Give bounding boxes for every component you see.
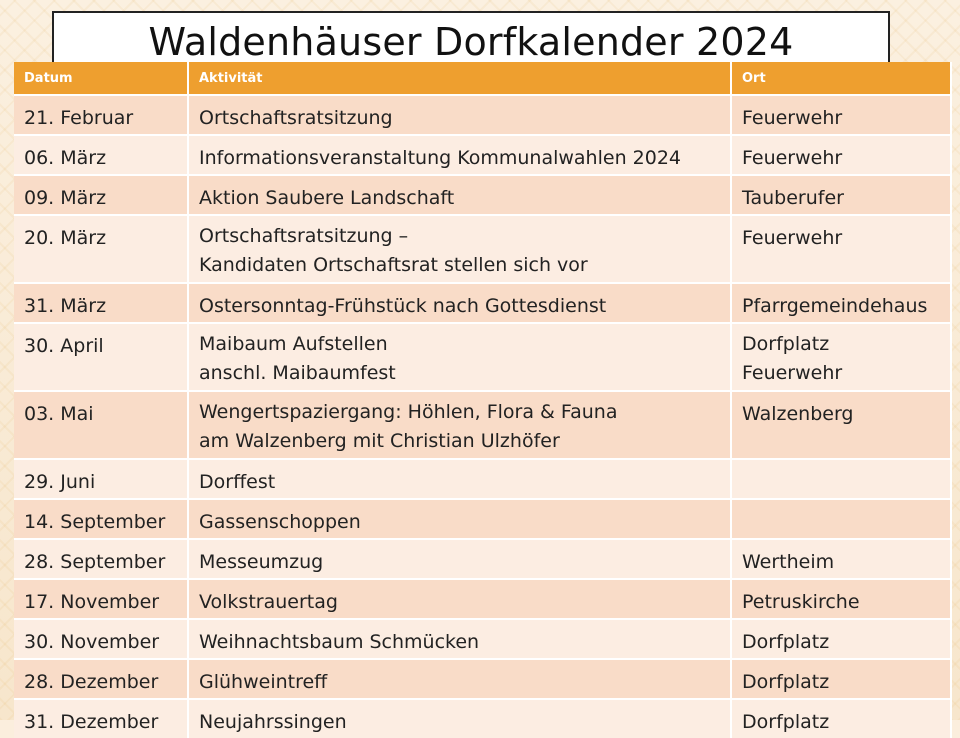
cell-activity: Weihnachtsbaum Schmücken [188,618,732,659]
activity-line: Volkstrauertag [199,591,338,613]
cell-activity: Messeumzug [188,538,732,579]
table-row: 21. Februar Ortschaftsratsitzung Feuerwehr [14,94,952,135]
activity-line: Gassenschoppen [199,511,361,533]
cell-activity: Ortschaftsratsitzung [188,94,732,135]
table-row: 09. März Aktion Saubere Landschaft Tauberu… [14,174,952,215]
cell-location: Tauberufer [731,174,952,215]
cell-location: Feuerwehr [731,94,952,135]
cell-location: Petruskirche [731,578,952,619]
table-row: 28. Dezember Glühweintreff Dorfplatz [14,658,952,699]
cell-activity: Gassenschoppen [188,498,732,539]
cell-location: Dorfplatz Feuerwehr [731,322,952,391]
location-line: Pfarrgemeindehaus [742,295,928,317]
cell-date: 28. September [14,538,189,579]
header-date: Datum [14,62,189,95]
location-line: Dorfplatz [742,671,830,693]
cell-date: 21. Februar [14,94,189,135]
cell-activity: Dorffest [188,458,732,499]
cell-date: 09. März [14,174,189,215]
location-line: Walzenberg [742,403,854,425]
table-row: 20. März Ortschaftsratsitzung – Kandidaten… [14,214,952,283]
cell-location: Dorfplatz [731,698,952,738]
activity-line: anschl. Maibaumfest [199,362,396,384]
cell-date: 31. Dezember [14,698,189,738]
table-row: 30. April Maibaum Aufstellen anschl. Maiba… [14,322,952,391]
table-row: 31. März Ostersonntag-Frühstück nach Gott… [14,282,952,323]
location-line: Wertheim [742,551,835,573]
table-row: 06. März Informationsveranstaltung Kommun… [14,134,952,175]
location-line: Petruskirche [742,591,860,613]
cell-activity: Ostersonntag-Frühstück nach Gottesdienst [188,282,732,323]
title-box: Waldenhäuser Dorfkalender 2024 [52,11,890,69]
calendar-body: 21. Februar Ortschaftsratsitzung Feuerwehr… [14,94,952,738]
table-row: 28. September Messeumzug Wertheim [14,538,952,579]
location-line: Dorfplatz [742,333,830,355]
cell-location: Dorfplatz [731,618,952,659]
cell-date: 14. September [14,498,189,539]
activity-line: Ortschaftsratsitzung [199,107,393,129]
cell-activity: Wengertspaziergang: Höhlen, Flora & Faun… [188,390,732,459]
cell-date: 28. Dezember [14,658,189,699]
location-line: Feuerwehr [742,362,843,384]
cell-date: 31. März [14,282,189,323]
activity-line: Ortschaftsratsitzung – [199,225,409,247]
activity-line: Maibaum Aufstellen [199,333,388,355]
activity-line: Messeumzug [199,551,324,573]
location-line: Dorfplatz [742,631,830,653]
header-location: Ort [731,62,952,95]
cell-date: 30. April [14,322,189,391]
cell-activity: Volkstrauertag [188,578,732,619]
cell-activity: Neujahrssingen [188,698,732,738]
cell-date: 20. März [14,214,189,283]
table-row: 17. November Volkstrauertag Petruskirche [14,578,952,619]
calendar-table: Datum Aktivität Ort 21. Februar Ortschaft… [14,62,952,738]
cell-activity: Informationsveranstaltung Kommunalwahlen… [188,134,732,175]
table-row: 31. Dezember Neujahrssingen Dorfplatz [14,698,952,738]
cell-activity: Maibaum Aufstellen anschl. Maibaumfest [188,322,732,391]
activity-line: Ostersonntag-Frühstück nach Gottesdienst [199,295,607,317]
header-row: Datum Aktivität Ort [14,62,952,95]
cell-location: Pfarrgemeindehaus [731,282,952,323]
location-line: Tauberufer [742,187,844,209]
cell-activity: Ortschaftsratsitzung – Kandidaten Ortscha… [188,214,732,283]
location-line: Feuerwehr [742,227,843,249]
cell-location: Wertheim [731,538,952,579]
cell-date: 30. November [14,618,189,659]
cell-location: Walzenberg [731,390,952,459]
cell-location: Dorfplatz [731,658,952,699]
cell-date: 29. Juni [14,458,189,499]
activity-line: Kandidaten Ortschaftsrat stellen sich vo… [199,254,588,276]
cell-activity: Glühweintreff [188,658,732,699]
table-row: 30. November Weihnachtsbaum Schmücken Dorf… [14,618,952,659]
cell-location [731,458,952,499]
header-activity: Aktivität [188,62,732,95]
location-line: Dorfplatz [742,711,830,733]
cell-date: 03. Mai [14,390,189,459]
table-row: 03. Mai Wengertspaziergang: Höhlen, Flora… [14,390,952,459]
activity-line: Aktion Saubere Landschaft [199,187,455,209]
cell-activity: Aktion Saubere Landschaft [188,174,732,215]
location-line: Feuerwehr [742,107,843,129]
cell-location [731,498,952,539]
activity-line: Wengertspaziergang: Höhlen, Flora & Faun… [199,401,618,423]
table-row: 14. September Gassenschoppen [14,498,952,539]
cell-date: 17. November [14,578,189,619]
cell-location: Feuerwehr [731,134,952,175]
activity-line: Neujahrssingen [199,711,347,733]
page-title: Waldenhäuser Dorfkalender 2024 [148,20,794,64]
location-line: Feuerwehr [742,147,843,169]
activity-line: Weihnachtsbaum Schmücken [199,631,480,653]
table-row: 29. Juni Dorffest [14,458,952,499]
activity-line: am Walzenberg mit Christian Ulzhöfer [199,430,560,452]
activity-line: Glühweintreff [199,671,328,693]
activity-line: Informationsveranstaltung Kommunalwahlen… [199,147,682,169]
activity-line: Dorffest [199,471,276,493]
cell-date: 06. März [14,134,189,175]
cell-location: Feuerwehr [731,214,952,283]
